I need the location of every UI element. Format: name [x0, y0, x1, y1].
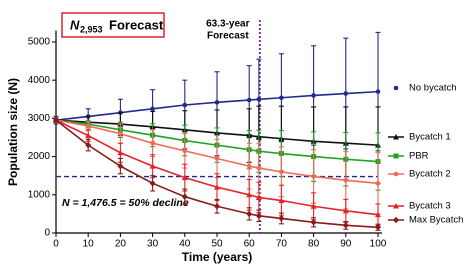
legend-item: Bycatch 1	[388, 132, 451, 143]
data-point	[149, 180, 156, 187]
data-point	[214, 156, 220, 161]
data-point	[246, 210, 253, 218]
series-line	[55, 90, 379, 121]
data-point	[256, 96, 262, 102]
legend-item: PBR	[388, 151, 429, 162]
series-line	[55, 119, 379, 146]
data-point	[375, 181, 381, 186]
reference-vline-label: 63.3-year	[206, 19, 249, 30]
legend-marker	[393, 216, 399, 224]
data-point	[279, 169, 284, 175]
legend-marker	[393, 85, 399, 91]
y-tick-label: 3000	[28, 113, 51, 124]
data-point	[214, 203, 220, 210]
series-line	[55, 119, 379, 185]
data-point	[85, 132, 92, 139]
data-point	[53, 116, 59, 124]
data-point	[342, 222, 349, 229]
y-tick-label: 4000	[28, 75, 51, 86]
legend-label: Bycatch 2	[409, 169, 451, 180]
legend-item: Bycatch 3	[388, 201, 451, 212]
legend-marker	[393, 134, 399, 140]
series-line	[55, 119, 379, 216]
data-point	[85, 123, 91, 129]
data-point	[256, 165, 262, 171]
series	[53, 117, 381, 215]
x-tick-label: 80	[308, 239, 320, 250]
title-box	[61, 12, 165, 38]
data-point	[182, 148, 188, 154]
legend-label: No bycatch	[409, 83, 457, 94]
x-tick-label: 0	[53, 239, 59, 250]
data-point	[150, 106, 155, 112]
data-point	[311, 174, 316, 179]
x-tick-label: 70	[276, 239, 288, 250]
data-point	[279, 95, 284, 101]
x-tick-label: 90	[340, 239, 352, 250]
data-point	[214, 100, 220, 105]
legend-marker	[393, 171, 399, 177]
data-point	[343, 177, 349, 183]
x-tick-label: 60	[244, 239, 256, 250]
y-tick-label: 1000	[28, 189, 51, 200]
data-point	[342, 207, 349, 214]
title-symbol: N	[70, 17, 80, 32]
x-axis-title: Time (years)	[182, 250, 252, 264]
data-point	[375, 224, 381, 231]
data-point	[343, 91, 349, 96]
x-tick-label: 10	[83, 239, 95, 250]
legend-item: Max Bycatch	[388, 215, 463, 226]
data-point	[182, 102, 188, 108]
data-point	[255, 194, 262, 200]
data-point	[246, 163, 252, 169]
legend-marker	[393, 203, 399, 209]
legend-label: Bycatch 3	[409, 201, 451, 212]
data-point	[118, 131, 123, 136]
x-tick-label: 20	[115, 239, 127, 250]
data-point	[117, 162, 124, 170]
data-point	[278, 215, 285, 222]
series-line	[55, 119, 379, 229]
x-tick-label: 40	[179, 239, 191, 250]
y-tick-label: 5000	[28, 37, 51, 48]
legend-label: Bycatch 1	[409, 132, 451, 143]
data-point	[246, 191, 253, 198]
data-point	[246, 97, 252, 103]
legend-label: PBR	[409, 151, 429, 162]
series-line	[55, 119, 379, 163]
data-point	[375, 211, 381, 218]
data-point	[150, 140, 155, 146]
legend-item: Bycatch 2	[388, 169, 451, 180]
data-point	[181, 193, 188, 200]
y-tick-label: 2000	[28, 151, 51, 162]
data-point	[310, 203, 317, 209]
data-point	[255, 212, 262, 220]
reference-vline-label: Forecast	[207, 31, 249, 42]
legend-marker	[393, 153, 399, 159]
x-tick-label: 50	[211, 239, 223, 250]
legend-item: No bycatch	[393, 83, 457, 94]
reference-hline-label: N = 1,476.5 = 50% decline	[62, 197, 189, 209]
series	[53, 116, 381, 231]
legend-label: Max Bycatch	[409, 215, 463, 226]
x-tick-label: 100	[370, 239, 387, 250]
x-tick-label: 30	[147, 239, 159, 250]
data-point	[181, 174, 188, 181]
title-text: Forecast	[109, 17, 164, 32]
data-point	[311, 93, 316, 98]
data-point	[149, 163, 156, 169]
data-point	[278, 197, 285, 204]
data-point	[85, 141, 92, 149]
data-point	[117, 149, 124, 156]
data-point	[375, 89, 381, 94]
y-axis-title: Population size (N)	[6, 78, 20, 186]
y-tick-label: 0	[44, 228, 50, 239]
data-point	[214, 184, 220, 190]
title-subscript: 2,953	[80, 24, 103, 34]
data-point	[310, 219, 317, 226]
